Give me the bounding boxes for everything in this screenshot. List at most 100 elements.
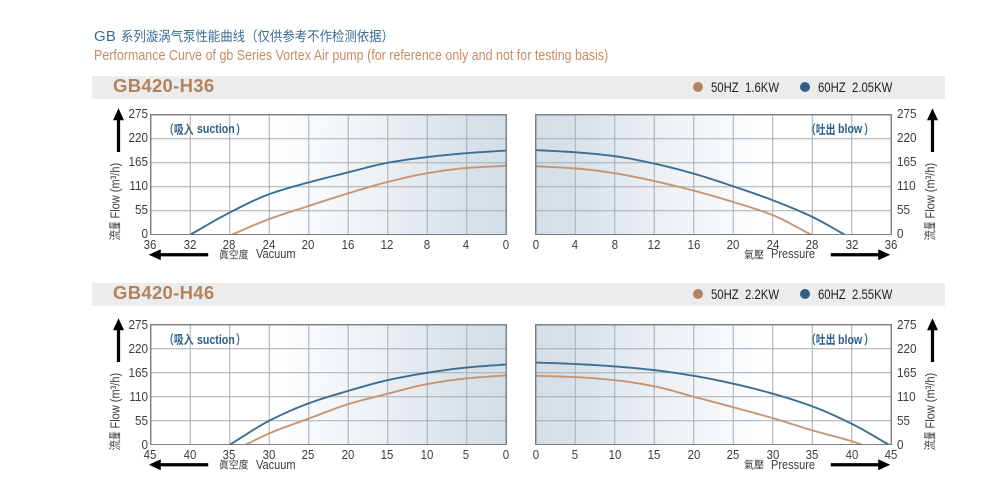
y-tick-label: 220 (128, 130, 148, 146)
blow-label-en: blow (838, 122, 863, 137)
blow-label-paren (864, 333, 868, 346)
blow-label-cn (812, 123, 835, 136)
plot-background (150, 114, 506, 235)
vacuum-axis-label: Vacuum (219, 458, 295, 472)
curve-50hz (535, 164, 812, 236)
model-name: GB420-H36 (113, 75, 215, 97)
vacuum-axis-label: Vacuum (219, 247, 295, 261)
legend-dot-60hz (800, 289, 810, 300)
x-tick-label: 40 (183, 447, 197, 463)
x-tick-label: 35 (806, 447, 819, 463)
plot-border (535, 323, 893, 446)
y-tick-label: 220 (897, 340, 917, 356)
x-tick-label: 15 (380, 447, 394, 463)
y-tick-label: 0 (897, 226, 904, 242)
y-tick-label: 165 (897, 364, 917, 380)
suction-label-paren (236, 123, 240, 136)
curve-60hz (228, 363, 506, 446)
x-tick-label: 12 (648, 237, 661, 253)
x-tick-label: 0 (502, 237, 509, 253)
x-tick-label: 24 (262, 237, 276, 253)
legend-label: 60HZ 2.55KW (818, 286, 893, 302)
x-tick-label: 0 (502, 447, 509, 463)
y-tick-label: 55 (897, 202, 911, 218)
y-tick-label: 275 (897, 316, 917, 332)
glyph-shape (236, 123, 240, 136)
x-tick-label: 10 (420, 447, 434, 463)
y-tick-label: 165 (128, 364, 148, 380)
glyph-shape (170, 123, 194, 136)
x-tick-label: 20 (341, 447, 355, 463)
y-tick-label: 110 (128, 178, 148, 194)
y-tick-label: 165 (128, 154, 148, 170)
pressure-axis-label: Pressure (744, 247, 815, 261)
x-tick-label: 35 (222, 447, 236, 463)
grid-lines (535, 114, 892, 235)
glyph-shape (812, 123, 835, 136)
suction-label: suction (164, 122, 246, 136)
y-tick-label: 0 (141, 436, 148, 452)
x-tick-label: 20 (727, 237, 740, 253)
y-tick-label: 110 (897, 388, 916, 404)
pressure-label-en: Pressure (771, 247, 816, 262)
y-tick-label: 275 (128, 106, 148, 122)
legend-dot-50hz (692, 289, 703, 300)
x-tick-label: 30 (766, 447, 780, 463)
plot-border (535, 113, 893, 235)
legend-item: 60HZ 2.55KW (800, 283, 907, 306)
curve-50hz (230, 164, 506, 236)
legend-dot-60hz (800, 82, 810, 93)
x-tick-label: 16 (687, 237, 701, 253)
x-tick-label: 28 (806, 237, 819, 253)
blow-label-en: blow (838, 332, 863, 347)
x-tick-label: 45 (143, 447, 157, 463)
y-tick-label: 110 (897, 178, 916, 194)
x-tick-label: 32 (845, 237, 859, 253)
curve-60hz (189, 149, 506, 236)
y-tick-label: 0 (141, 226, 148, 242)
x-tick-label: 32 (183, 237, 197, 253)
curve-50hz (535, 374, 863, 446)
x-tick-label: 24 (766, 237, 780, 253)
suction-label: suction (164, 333, 246, 347)
x-tick-label: 5 (463, 447, 470, 463)
x-tick-label: 36 (143, 237, 157, 253)
grid-lines (150, 114, 506, 235)
legend-label: 50HZ 1.6KW (710, 79, 779, 95)
blow-label-paren (864, 123, 868, 136)
plot-border (149, 323, 507, 446)
plot-border (149, 113, 507, 235)
suction-label-en: suction (196, 332, 235, 347)
x-tick-label: 30 (262, 447, 276, 463)
x-tick-label: 8 (423, 237, 430, 253)
blow-label: blow (806, 122, 875, 136)
plot-background (150, 324, 506, 445)
blow-label-cn (812, 333, 835, 346)
pressure-axis-label: Pressure (744, 458, 815, 472)
legend-label: 50HZ 2.2KW (710, 286, 779, 302)
model-band: GB420-H46 50HZ 2.2KW 60HZ 2.55KW (92, 282, 945, 306)
y-tick-label: 110 (128, 388, 148, 404)
curve-50hz (244, 374, 506, 446)
glyph-shape (121, 29, 386, 43)
y-tick-label: 55 (134, 202, 148, 218)
glyph-shape (812, 333, 835, 346)
legend-item: 60HZ 2.05KW (800, 76, 907, 99)
model-name: GB420-H46 (113, 282, 215, 304)
x-tick-label: 0 (532, 237, 540, 253)
y-tick-label: 0 (897, 436, 904, 452)
x-tick-label: 10 (608, 447, 622, 463)
suction-label-cn (170, 123, 194, 136)
vacuum-label-en: Vacuum (255, 247, 296, 262)
x-tick-label: 25 (727, 447, 740, 463)
x-tick-label: 12 (380, 237, 394, 253)
x-tick-label: 28 (222, 237, 236, 253)
x-tick-label: 20 (301, 237, 315, 253)
glyph-shape (864, 123, 868, 136)
blow-label: blow (806, 333, 875, 347)
legend-item: 50HZ 2.2KW (692, 283, 792, 306)
x-tick-label: 45 (885, 447, 898, 463)
vacuum-label-en: Vacuum (255, 457, 296, 472)
x-tick-label: 15 (648, 447, 661, 463)
